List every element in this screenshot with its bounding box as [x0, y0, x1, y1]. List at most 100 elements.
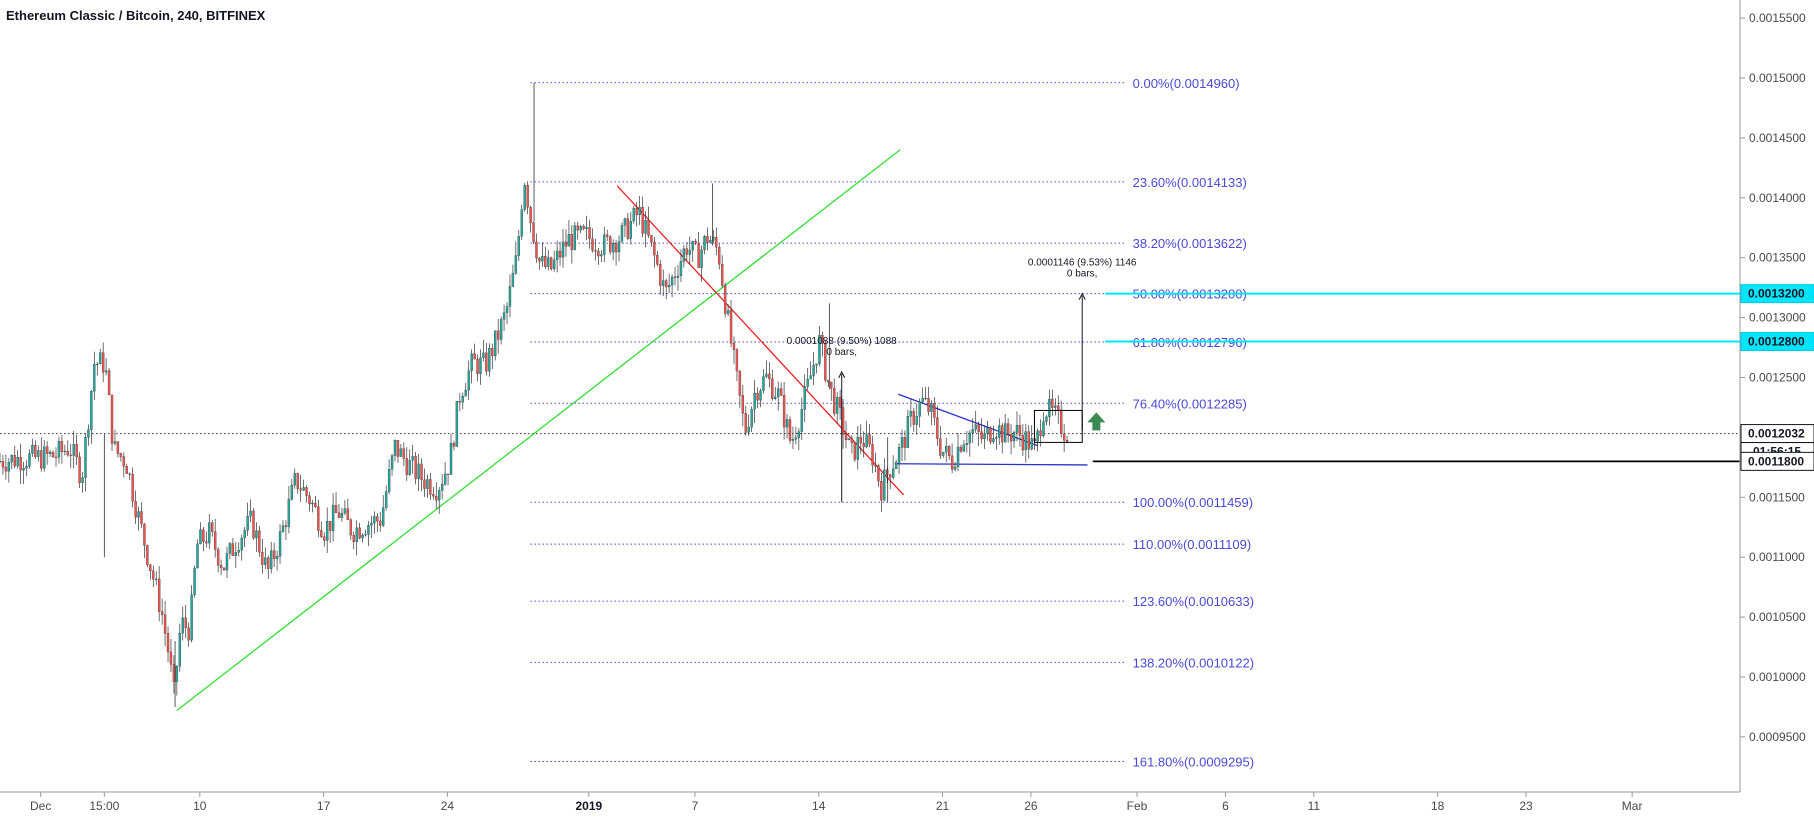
- candle-body: [632, 207, 635, 222]
- candle-body: [184, 617, 187, 628]
- candle-body: [1009, 434, 1013, 442]
- x-tick-label: 2019: [575, 799, 602, 813]
- candle-body: [853, 442, 857, 460]
- candle-body: [1051, 398, 1054, 408]
- candle-body: [237, 549, 240, 553]
- candle-body: [405, 458, 408, 475]
- candle-body: [51, 451, 55, 458]
- candle-body: [609, 236, 612, 253]
- candle-body: [865, 434, 868, 448]
- candle-body: [296, 473, 299, 489]
- candle-body: [361, 534, 364, 539]
- fib-level-label: 100.00%(0.0011459): [1133, 495, 1253, 510]
- candle-body: [202, 529, 205, 542]
- candle-body: [729, 310, 733, 344]
- candle-body: [317, 506, 320, 531]
- candle-body: [193, 567, 196, 595]
- triangle-lower-line[interactable]: [894, 463, 1088, 466]
- candle-body: [653, 241, 656, 256]
- cyan-level-tag-bg: [1740, 284, 1814, 304]
- candle-body: [723, 285, 727, 314]
- candle-body: [924, 397, 927, 400]
- fibonacci-retracement[interactable]: 0.00%(0.0014960) 23.60%(0.0014133) 38.20%(…: [530, 76, 1254, 770]
- candle-body: [788, 419, 792, 441]
- candle-body: [438, 490, 441, 501]
- candle-body: [830, 381, 833, 389]
- y-tick-label: 0.0014500: [1749, 131, 1806, 145]
- candle-body: [762, 376, 765, 391]
- candle-body: [753, 393, 756, 410]
- candle-body: [1042, 421, 1045, 437]
- candle-body: [756, 393, 759, 401]
- candle-body: [945, 446, 948, 453]
- candle-body: [526, 185, 529, 208]
- candle-body: [396, 440, 400, 457]
- candle-body: [936, 417, 939, 439]
- x-tick-label: 23: [1519, 799, 1533, 813]
- candle-body: [131, 474, 134, 502]
- candle-body: [968, 432, 971, 444]
- candle-body: [903, 437, 907, 448]
- candle-body: [373, 516, 376, 524]
- candle-body: [146, 545, 149, 565]
- candle-body: [833, 387, 836, 414]
- y-tick-label: 0.0010500: [1749, 610, 1806, 624]
- candlestick-series: [0, 82, 1069, 707]
- candle-body: [564, 241, 568, 247]
- candle-body: [45, 446, 49, 454]
- measure-tool-1-arrowhead: [838, 370, 846, 379]
- arrow-up-icon[interactable]: [1087, 412, 1106, 431]
- candle-body: [476, 358, 479, 374]
- candle-body: [467, 370, 470, 391]
- candle-body: [278, 531, 282, 557]
- candle-body: [874, 465, 877, 467]
- candle-body: [414, 456, 417, 479]
- candle-body: [726, 310, 730, 314]
- trendlines[interactable]: [0, 149, 1740, 712]
- candle-body: [1060, 409, 1063, 434]
- breakout-box[interactable]: [1033, 409, 1083, 443]
- candle-body: [588, 227, 591, 240]
- candle-body: [906, 416, 910, 448]
- candle-body: [1062, 433, 1066, 441]
- candle-body: [140, 511, 143, 525]
- candle-body: [128, 473, 131, 475]
- candle-body: [700, 249, 703, 268]
- candle-body: [673, 276, 677, 278]
- candle-body: [157, 578, 161, 612]
- fib-level-label: 123.60%(0.0010633): [1133, 594, 1254, 609]
- candle-body: [538, 257, 541, 262]
- candle-body: [464, 389, 467, 397]
- candle-body: [90, 391, 93, 430]
- candle-body: [25, 466, 28, 469]
- candle-body: [550, 257, 553, 270]
- candle-body: [1039, 430, 1042, 437]
- candle-body: [806, 378, 809, 387]
- candle-body: [886, 469, 889, 475]
- candle-body: [771, 378, 774, 399]
- candle-body: [352, 535, 355, 543]
- candle-body: [576, 225, 579, 231]
- candle-body: [270, 550, 273, 569]
- candle-body: [868, 434, 871, 445]
- candle-body: [181, 617, 184, 634]
- candle-body: [591, 238, 594, 251]
- candle-body: [682, 248, 686, 262]
- candle-body: [567, 234, 571, 247]
- candle-body: [387, 469, 391, 492]
- candle-body: [449, 443, 453, 475]
- candle-body: [1030, 438, 1033, 450]
- candle-body: [267, 557, 270, 569]
- candle-body: [989, 427, 992, 443]
- candle-body: [187, 627, 190, 641]
- candle-body: [709, 239, 712, 243]
- candle-body: [337, 512, 341, 518]
- candle-body: [665, 280, 668, 288]
- x-tick-label: Dec: [30, 799, 51, 813]
- candle-body: [942, 451, 945, 456]
- candle-body: [37, 450, 40, 457]
- green-trendline[interactable]: [176, 149, 901, 712]
